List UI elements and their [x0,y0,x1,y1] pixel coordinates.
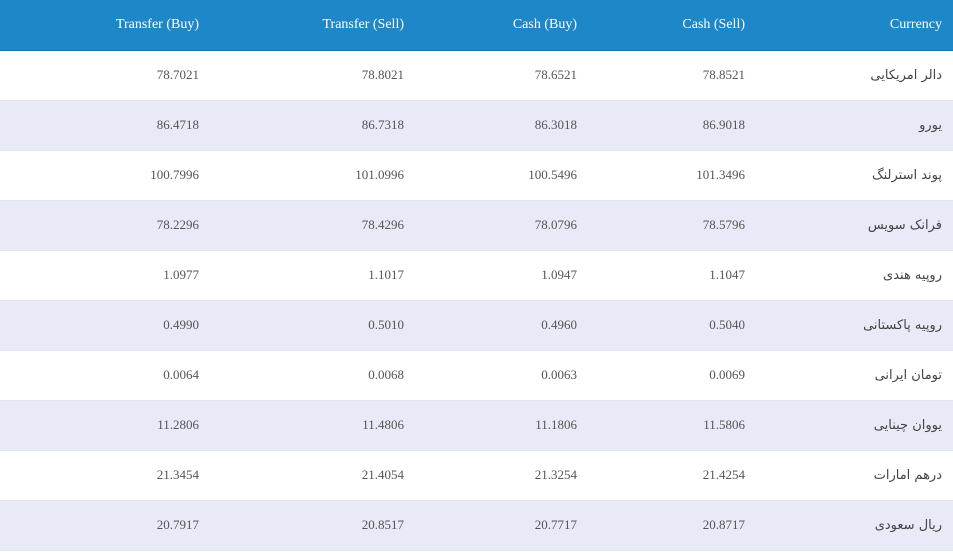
rate-cell: 101.0996 [210,150,415,201]
rate-row: ریال سعودی 20.8717 20.7717 20.8517 20.7917 [0,500,953,551]
rate-cell: 78.4296 [210,200,415,251]
rate-row: پوند استرلنگ 101.3496 100.5496 101.0996 100.… [0,150,953,201]
rate-cell: 0.4990 [0,300,210,351]
rate-cell: 86.9018 [588,100,756,151]
currency-name: روپیه هندی [756,250,953,301]
header-row: Currency Cash (Sell) Cash (Buy) Transfer (S… [0,0,953,51]
rate-cell: 11.5806 [588,400,756,451]
rate-cell: 78.8021 [210,50,415,101]
rate-row: روپیه پاکستانی 0.5040 0.4960 0.5010 0.4990 [0,300,953,351]
currency-name: یووان چینایی [756,400,953,451]
rate-cell: 21.3254 [415,450,588,501]
currency-name: پوند استرلنگ [756,150,953,201]
rate-cell: 1.0947 [415,250,588,301]
rate-row: دالر امریکایی 78.8521 78.6521 78.8021 78.702… [0,50,953,101]
rate-row: یووان چینایی 11.5806 11.1806 11.4806 11.2806 [0,400,953,451]
column-header: Currency [756,0,953,51]
table-body: دالر امریکایی 78.8521 78.6521 78.8021 78.702… [0,50,953,551]
rate-cell: 20.8717 [588,500,756,551]
column-header: Transfer (Buy) [0,0,210,51]
rate-row: تومان ایرانی 0.0069 0.0063 0.0068 0.0064 [0,350,953,401]
rate-cell: 20.8517 [210,500,415,551]
rate-cell: 86.3018 [415,100,588,151]
rate-cell: 0.0069 [588,350,756,401]
rate-cell: 1.0977 [0,250,210,301]
rate-cell: 0.4960 [415,300,588,351]
rate-cell: 78.7021 [0,50,210,101]
rate-cell: 78.6521 [415,50,588,101]
rate-cell: 100.5496 [415,150,588,201]
rate-cell: 86.7318 [210,100,415,151]
rate-row: درهم امارات 21.4254 21.3254 21.4054 21.3454 [0,450,953,501]
rate-row: یورو 86.9018 86.3018 86.7318 86.4718 [0,100,953,151]
rate-cell: 78.5796 [588,200,756,251]
rate-cell: 101.3496 [588,150,756,201]
column-header: Transfer (Sell) [210,0,415,51]
rate-cell: 0.5010 [210,300,415,351]
rate-cell: 0.0064 [0,350,210,401]
rate-cell: 1.1047 [588,250,756,301]
column-header: Cash (Sell) [588,0,756,51]
rate-cell: 78.0796 [415,200,588,251]
currency-name: دالر امریکایی [756,50,953,101]
column-header: Cash (Buy) [415,0,588,51]
currency-name: روپیه پاکستانی [756,300,953,351]
rate-cell: 20.7917 [0,500,210,551]
rate-cell: 86.4718 [0,100,210,151]
currency-name: ریال سعودی [756,500,953,551]
rate-cell: 0.5040 [588,300,756,351]
rate-cell: 100.7996 [0,150,210,201]
currency-name: درهم امارات [756,450,953,501]
rate-cell: 21.4254 [588,450,756,501]
rate-cell: 20.7717 [415,500,588,551]
rate-cell: 78.2296 [0,200,210,251]
rate-cell: 21.3454 [0,450,210,501]
rate-cell: 0.0063 [415,350,588,401]
rate-cell: 0.0068 [210,350,415,401]
rate-row: روپیه هندی 1.1047 1.0947 1.1017 1.0977 [0,250,953,301]
rate-cell: 11.4806 [210,400,415,451]
rate-row: فرانک سویس 78.5796 78.0796 78.4296 78.2296 [0,200,953,251]
rate-cell: 11.2806 [0,400,210,451]
rate-cell: 78.8521 [588,50,756,101]
currency-name: تومان ایرانی [756,350,953,401]
rate-cell: 1.1017 [210,250,415,301]
rate-cell: 21.4054 [210,450,415,501]
currency-name: فرانک سویس [756,200,953,251]
currency-name: یورو [756,100,953,151]
rate-cell: 11.1806 [415,400,588,451]
